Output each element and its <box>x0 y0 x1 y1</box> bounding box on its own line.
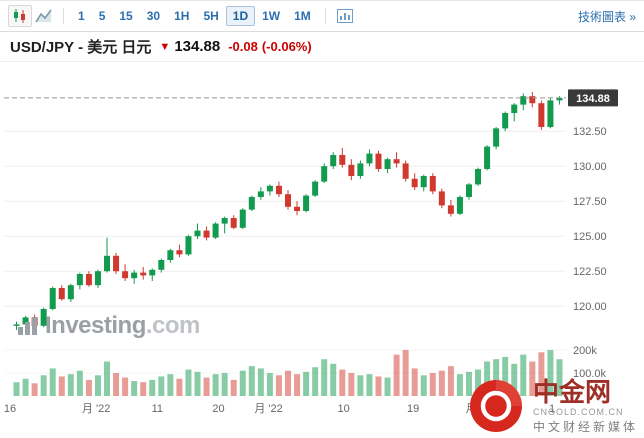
toolbar-divider <box>324 8 326 24</box>
timeframe-button-1h[interactable]: 1H <box>167 6 196 26</box>
indicators-panel-icon <box>336 9 353 23</box>
svg-text:10: 10 <box>337 403 349 415</box>
cngold-tagline: 中文财经新媒体 <box>532 419 638 434</box>
price-change-percent: (-0.06%) <box>261 39 312 54</box>
timeframe-button-30[interactable]: 30 <box>140 6 167 26</box>
svg-text:200k: 200k <box>573 345 597 357</box>
svg-text:127.50: 127.50 <box>573 196 607 208</box>
svg-text:月 '22: 月 '22 <box>82 403 110 415</box>
timeframe-button-1w[interactable]: 1W <box>255 6 287 26</box>
timeframe-button-1[interactable]: 1 <box>71 6 92 26</box>
price-down-arrow-icon: ▼ <box>159 40 171 53</box>
svg-text:130.00: 130.00 <box>573 161 607 173</box>
timeframe-button-1m[interactable]: 1M <box>287 6 318 26</box>
line-chart-icon <box>35 9 52 23</box>
indicators-button[interactable] <box>333 5 357 27</box>
candlestick-chart-icon <box>14 9 25 23</box>
chart-toolbar: 1 5 15 30 1H 5H 1D 1W 1M 技術圖表 » <box>0 1 644 32</box>
instrument-name: USD/JPY - 美元 日元 <box>10 39 152 56</box>
cngold-logo-icon <box>469 380 522 432</box>
svg-text:122.50: 122.50 <box>573 266 607 278</box>
toolbar-divider <box>63 8 64 24</box>
instrument-header: USD/JPY - 美元 日元 ▼ 134.88 -0.08 (-0.06%) <box>0 32 644 62</box>
svg-text:1: 1 <box>549 403 555 415</box>
svg-text:月 '22: 月 '22 <box>254 403 282 415</box>
timeframe-button-1d[interactable]: 1D <box>225 6 256 26</box>
timeframe-button-5[interactable]: 5 <box>92 6 113 26</box>
svg-text:16: 16 <box>4 403 16 415</box>
volume-series <box>13 350 563 396</box>
svg-text:20: 20 <box>212 403 224 415</box>
price-change: -0.08 <box>228 39 258 54</box>
svg-text:19: 19 <box>407 403 419 415</box>
last-price: 134.88 <box>174 38 221 55</box>
svg-text:120.00: 120.00 <box>573 301 607 313</box>
timeframe-button-15[interactable]: 15 <box>112 6 139 26</box>
cngold-media-logo: 中金网 CNGOLD.COM.CN 中文财经新媒体 <box>468 378 638 434</box>
candlestick-series <box>13 92 563 330</box>
svg-text:125.00: 125.00 <box>573 231 607 243</box>
line-chart-type-button[interactable] <box>32 5 56 27</box>
svg-text:132.50: 132.50 <box>573 126 607 138</box>
cngold-domain: CNGOLD.COM.CN <box>532 406 624 417</box>
chart-area: 132.50 130.00 127.50 125.00 122.50 120.00 200k… <box>0 62 644 438</box>
timeframe-button-5h[interactable]: 5H <box>196 6 225 26</box>
svg-text:11: 11 <box>152 403 163 415</box>
current-price-badge: 134.88 <box>568 89 618 107</box>
grid-lines <box>4 130 566 374</box>
candlestick-chart-type-button[interactable] <box>8 5 32 27</box>
svg-text:100.0k: 100.0k <box>573 368 607 380</box>
price-axis-labels: 132.50 130.00 127.50 125.00 122.50 120.00 200k… <box>573 126 607 380</box>
technical-chart-link[interactable]: 技術圖表 » <box>577 9 636 24</box>
svg-text:134.88: 134.88 <box>576 93 610 105</box>
cngold-title: 中金网 <box>532 377 611 408</box>
cngold-text-block: 中金网 CNGOLD.COM.CN 中文财经新媒体 <box>533 378 638 434</box>
